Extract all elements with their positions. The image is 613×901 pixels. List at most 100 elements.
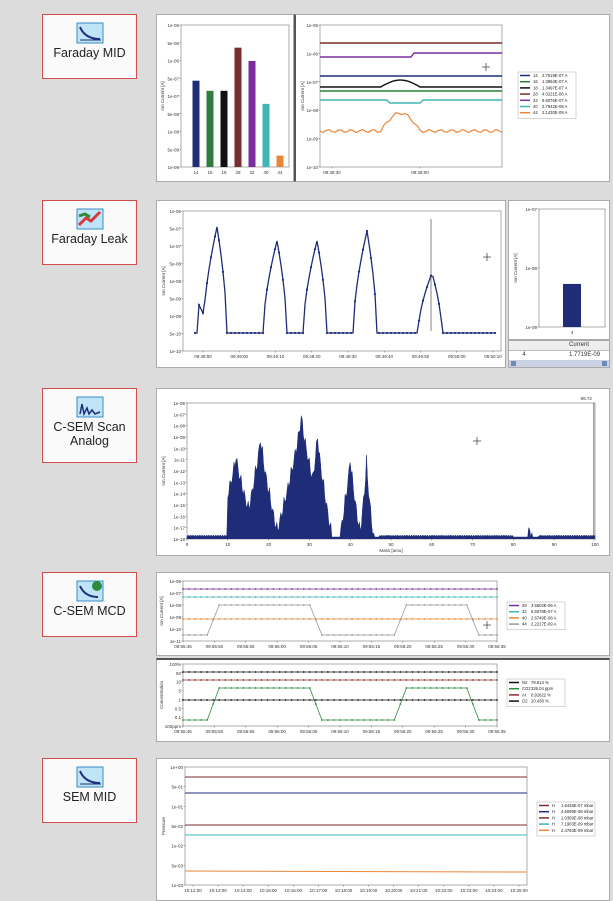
y-tick-label: 1e-11 (174, 458, 186, 463)
data-point (284, 588, 287, 590)
data-point (471, 671, 474, 673)
data-point (351, 719, 353, 721)
legend-value: 4.0221E-06 A (542, 92, 568, 97)
data-point (477, 596, 480, 598)
series-line-4 (184, 870, 528, 873)
data-point (296, 699, 299, 701)
y-tick-label: 1e-05 (167, 23, 179, 28)
data-point (369, 256, 373, 260)
plot-frame (182, 580, 498, 642)
table-row[interactable]: 4 1.7719E-09 (509, 351, 609, 360)
x-tick-label: 09:55:50 (206, 644, 224, 649)
legend-value: 9.6076E-07 A (542, 98, 568, 103)
data-point (269, 266, 273, 269)
c-sem-mcd-button[interactable]: C-SEM MCD (42, 572, 137, 637)
data-point (188, 596, 190, 598)
scroll-left-arrow[interactable] (511, 361, 516, 366)
x-tick-label: 09:49:00 (230, 354, 248, 359)
c-sem-scan-analog-button[interactable]: C-SEM Scan Analog (42, 388, 137, 463)
y-tick-label: 1e-10 (169, 627, 181, 632)
data-point (265, 288, 269, 291)
data-point (302, 679, 305, 681)
x-tick-label: 32 (249, 170, 255, 175)
y-tick-label: 1e-16 (173, 514, 185, 519)
x-tick-label: 09:55:50 (206, 729, 224, 734)
data-point (278, 671, 281, 673)
y-tick-label: 1 (178, 697, 181, 702)
c-sem-mcd-top-svg: Ion Current [A] 1e-06 1e-07 1e-08 1e-09 1e-10… (159, 579, 566, 649)
data-point (308, 699, 311, 701)
x-tick-label: 09:49:10 (267, 354, 285, 359)
data-point (290, 679, 293, 681)
x-tick-label: 09:56:25 (425, 644, 443, 649)
x-tick-label: 09:56:10 (331, 729, 349, 734)
data-point (423, 687, 426, 689)
legend-value: 2.2217E-09 A (531, 622, 557, 627)
data-point (381, 671, 384, 673)
faraday-mid-line-svg: Ion Current [A] 1e-05 1e-06 1e-07 1e-08 1e-09… (300, 23, 577, 175)
data-point (205, 281, 209, 285)
data-point (218, 679, 221, 681)
data-point (327, 679, 329, 681)
faraday-leak-button[interactable]: Faraday Leak (42, 200, 137, 265)
x-tick-label: 09:56:35 (488, 644, 506, 649)
x-tick-label: 09:48:50 (194, 354, 212, 359)
y-tick-label: 1e-06 (169, 209, 181, 214)
data-point (236, 687, 239, 689)
data-point (393, 331, 397, 335)
sem-mid-chart: Pressure 1e+00 5e-01 1e-01 5e-02 1e-02 5e-03 1e… (156, 758, 610, 901)
data-point (411, 596, 414, 598)
data-point (387, 699, 390, 701)
data-point (413, 331, 417, 335)
data-point (260, 618, 263, 620)
data-point (337, 331, 341, 335)
data-point (320, 618, 323, 620)
y-tick-label: 1e-07 (173, 412, 185, 417)
data-point (471, 703, 474, 705)
scroll-right-arrow[interactable] (602, 361, 607, 366)
y-tick-label: 1e-07 (169, 244, 181, 249)
data-point (224, 687, 227, 689)
data-point (459, 596, 462, 598)
data-point (411, 679, 414, 681)
legend-key: Ar (522, 692, 527, 697)
legend-value: 20.438 % (531, 699, 549, 704)
leak-trace (195, 226, 495, 334)
data-point (441, 671, 444, 673)
data-point (365, 229, 369, 233)
data-point (197, 303, 201, 307)
legend-value: 1.0369E-08 mbar (561, 815, 594, 820)
y-tick-label: 100ppm (165, 724, 182, 729)
data-point (236, 618, 239, 620)
data-point (245, 331, 249, 335)
plot-frame (319, 24, 503, 168)
data-point (248, 679, 251, 681)
table-scrollbar[interactable] (509, 360, 609, 367)
data-point (206, 618, 209, 620)
faraday-mid-button[interactable]: Faraday MID (42, 14, 137, 79)
data-point (484, 634, 486, 636)
data-point (230, 618, 233, 620)
data-point (296, 588, 299, 590)
data-point (477, 634, 480, 636)
y-tick-label: 5e-01 (171, 785, 183, 790)
data-point (435, 596, 438, 598)
data-point (218, 588, 221, 590)
data-point (357, 671, 360, 673)
data-point (351, 671, 353, 673)
y-tick-label: 1e-07 (525, 207, 537, 212)
x-tick-label: 50 (388, 542, 394, 547)
data-point (496, 699, 498, 701)
data-point (327, 618, 329, 620)
data-point (490, 719, 492, 721)
data-point (278, 699, 281, 701)
legend-value: 3.5602E-06 A (531, 603, 557, 608)
y-axis-label: Pressure (161, 817, 166, 836)
data-point (389, 331, 393, 335)
data-point (417, 618, 420, 620)
data-point (296, 618, 299, 620)
sem-mid-button[interactable]: SEM MID (42, 758, 137, 823)
data-point (465, 588, 468, 590)
data-point (423, 604, 426, 606)
data-point (381, 596, 384, 598)
